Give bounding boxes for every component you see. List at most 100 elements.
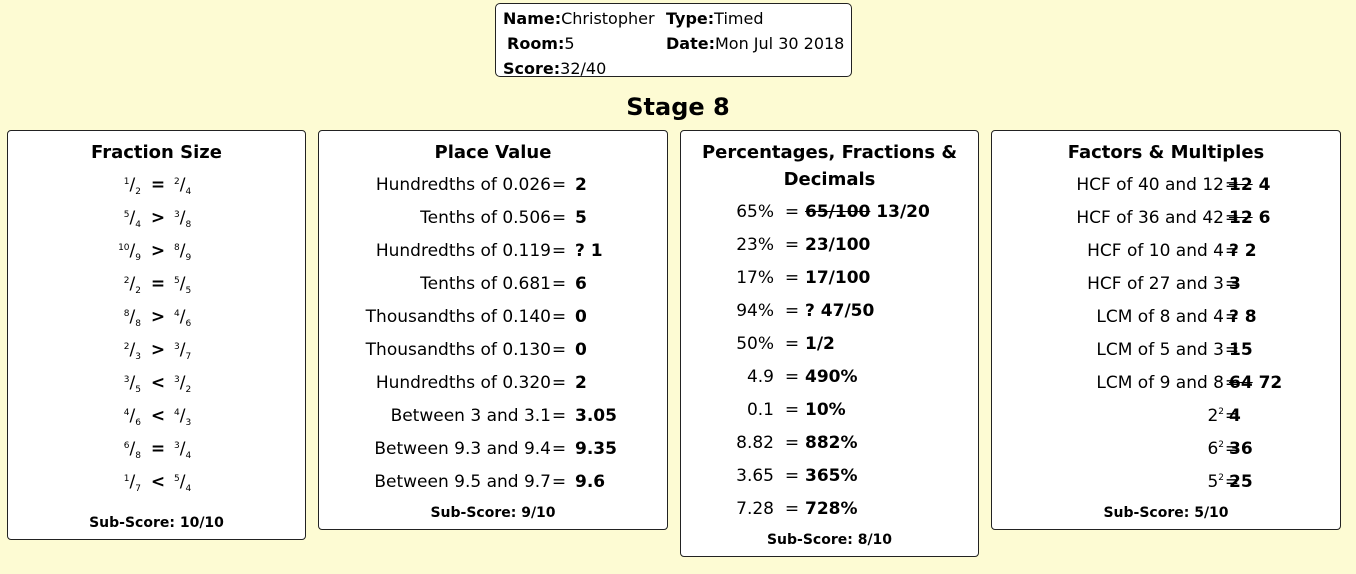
- fraction-slash: /: [129, 472, 136, 492]
- correct-answer: 13/20: [876, 202, 930, 222]
- fraction-slash: /: [179, 208, 186, 228]
- panel-title: Fraction Size: [91, 142, 222, 163]
- numerator: 6: [123, 441, 130, 451]
- answer: 36: [1229, 439, 1253, 459]
- question-text: Hundredths of 0.119: [375, 241, 551, 261]
- fraction: 5/4: [174, 472, 191, 494]
- question-row: Tenths of 0.681 = 6: [319, 274, 667, 307]
- denominator: 3: [185, 418, 192, 428]
- correct-answer: 8: [1244, 307, 1257, 327]
- numerator: 3: [174, 441, 180, 451]
- correct-answer: 72: [1258, 373, 1283, 393]
- panel-title: Factors & Multiples: [1067, 142, 1265, 163]
- right-fraction: 4/3: [174, 406, 191, 428]
- correct-answer: 4: [1258, 175, 1271, 195]
- equals-sign: =: [551, 439, 567, 459]
- question-text: 2: [1207, 406, 1219, 426]
- equals-sign: =: [784, 499, 800, 519]
- question-text: Hundredths of 0.320: [375, 373, 551, 393]
- numerator: 1: [123, 474, 130, 484]
- correct-answer: 5: [575, 208, 587, 228]
- question-row: 4.9 = 490%: [681, 367, 978, 400]
- question-row: Thousandths of 0.130 = 0: [319, 340, 667, 373]
- question-text: 17%: [736, 268, 774, 288]
- comparison-row: 1/7 <5/4: [8, 472, 305, 505]
- fraction-slash: /: [179, 472, 186, 492]
- question-text: 0.1: [746, 400, 774, 420]
- fraction-slash: /: [179, 175, 186, 195]
- answer: 5: [575, 208, 587, 228]
- answer: 3: [1229, 274, 1241, 294]
- correct-answer: 6: [575, 274, 587, 294]
- subscore: Sub-Score: 9/10: [430, 505, 556, 521]
- equals-sign: =: [551, 175, 567, 195]
- question: HCF of 27 and 3: [1087, 274, 1224, 294]
- fraction: 3/8: [174, 208, 191, 230]
- comparison-operator: >: [150, 241, 166, 261]
- right-fraction: 5/4: [174, 472, 191, 494]
- right-fraction: 8/9: [174, 241, 191, 263]
- comparison-row: 4/6 <4/3: [8, 406, 305, 439]
- equals-sign: =: [551, 373, 567, 393]
- right-fraction: 3/4: [174, 439, 191, 461]
- answer: 15: [1229, 340, 1253, 360]
- answer: 1/2: [805, 334, 835, 354]
- exponent: 2: [1218, 440, 1224, 450]
- fraction-slash: /: [179, 307, 186, 327]
- correct-answer: 3: [1229, 274, 1241, 294]
- left-fraction: 6/8: [124, 439, 141, 461]
- question-row: LCM of 9 and 8 = 64 72: [992, 373, 1340, 406]
- exponent: 2: [1218, 407, 1224, 417]
- fraction: 4/6: [124, 406, 141, 428]
- numerator: 8: [123, 309, 130, 319]
- denominator: 9: [185, 253, 192, 263]
- answer: ? 2: [1229, 241, 1257, 261]
- correct-answer: 2: [575, 175, 587, 195]
- equals-sign: =: [551, 340, 567, 360]
- denominator: 8: [135, 451, 141, 461]
- correct-answer: 9.35: [575, 439, 617, 459]
- equals-sign: =: [1224, 340, 1240, 360]
- incorrect-answer: ?: [575, 241, 585, 261]
- comparison-operator: <: [150, 373, 166, 393]
- comparison-row: 3/5 <3/2: [8, 373, 305, 406]
- question-row: Between 9.3 and 9.4 = 9.35: [319, 439, 667, 472]
- question: Between 9.5 and 9.7: [374, 472, 551, 492]
- fraction: 2/4: [174, 175, 192, 197]
- score-field: Score:32/40: [503, 59, 607, 78]
- equals-sign: =: [784, 466, 800, 486]
- correct-answer: 0: [575, 340, 587, 360]
- comparison-row: 1/2 = 2/4: [8, 175, 305, 208]
- equals-sign: =: [551, 406, 567, 426]
- incorrect-answer: 64: [1229, 373, 1253, 393]
- denominator: 3: [135, 352, 141, 362]
- question-text: Between 3 and 3.1: [390, 406, 551, 426]
- question-row: 7.28 = 728%: [681, 499, 978, 532]
- question: 94%: [736, 301, 774, 321]
- question-row: HCF of 40 and 12 = 12 4: [992, 175, 1340, 208]
- question-row: LCM of 5 and 3 = 15: [992, 340, 1340, 373]
- numerator: 2: [174, 177, 180, 187]
- question: 3.65: [736, 466, 774, 486]
- room-field: Room:5: [507, 34, 575, 53]
- question: Between 9.3 and 9.4: [374, 439, 551, 459]
- answer: 64 72: [1229, 373, 1282, 393]
- denominator: 4: [185, 187, 192, 197]
- fraction: 1/7: [123, 472, 141, 494]
- fraction: 3/2: [174, 373, 191, 395]
- answer: 0: [575, 307, 587, 327]
- answer: 23/100: [805, 235, 870, 255]
- comparison-operator: >: [150, 208, 166, 228]
- fraction: 4/3: [174, 406, 192, 428]
- question: Tenths of 0.681: [420, 274, 551, 294]
- question-text: LCM of 8 and 4: [1096, 307, 1224, 327]
- equals-sign: =: [784, 367, 800, 387]
- answer: 12 6: [1229, 208, 1270, 228]
- answer: 9.35: [575, 439, 617, 459]
- answer: 2: [575, 373, 587, 393]
- equals-sign: =: [1224, 307, 1240, 327]
- question-row: 0.1 = 10%: [681, 400, 978, 433]
- comparison-row: 6/8 = 3/4: [8, 439, 305, 472]
- answer: 2: [575, 175, 587, 195]
- place-value-panel: Place Value Hundredths of 0.026 = 2 Tenths …: [318, 130, 668, 530]
